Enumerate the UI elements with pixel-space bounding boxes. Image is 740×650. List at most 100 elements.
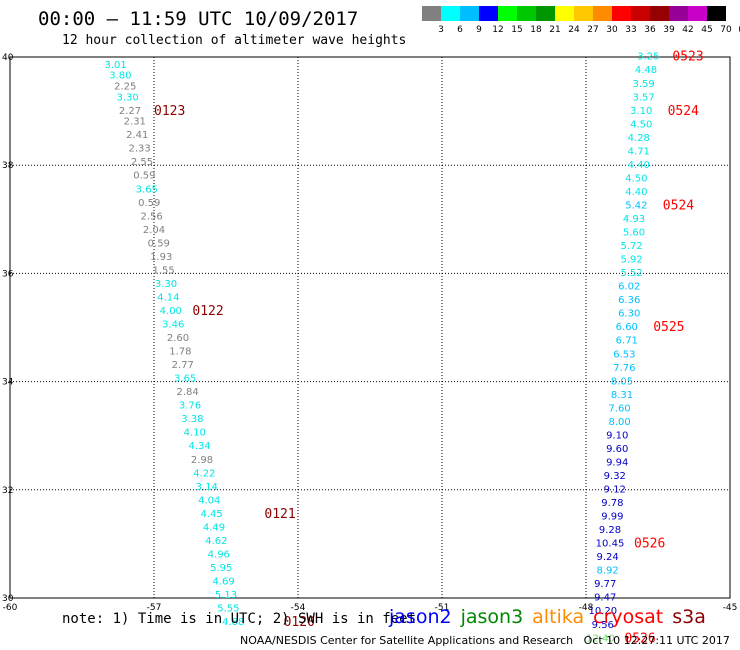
wave-height-label: 4.14 bbox=[157, 292, 179, 303]
x-tick-label: -60 bbox=[3, 603, 18, 613]
wave-height-label: 4.69 bbox=[212, 576, 234, 587]
pass-number-label: 0524 bbox=[668, 104, 699, 119]
wave-height-label: 9.12 bbox=[604, 485, 626, 496]
wave-height-label: 4.40 bbox=[625, 187, 647, 198]
wave-height-label: 4.34 bbox=[188, 441, 210, 452]
wave-height-label: 6.02 bbox=[618, 282, 640, 293]
wave-height-label: 3.30 bbox=[155, 279, 177, 290]
y-tick-label: 36 bbox=[2, 269, 14, 279]
scale-label: 6 bbox=[457, 25, 463, 35]
wave-height-label: 3.25 bbox=[637, 52, 659, 63]
scale-swatch bbox=[517, 6, 536, 21]
wave-height-label: 4.00 bbox=[160, 306, 182, 317]
wave-height-label: 8.31 bbox=[611, 390, 633, 401]
scale-label: 15 bbox=[511, 25, 523, 35]
y-tick-label: 38 bbox=[2, 161, 14, 171]
wave-height-label: 9.56 bbox=[592, 620, 614, 631]
y-tick-label: 40 bbox=[2, 53, 14, 63]
wave-height-label: 8.92 bbox=[596, 566, 618, 577]
wave-height-label: 3.38 bbox=[181, 414, 203, 425]
scale-label: 9 bbox=[476, 25, 482, 35]
x-tick-label: -57 bbox=[147, 603, 162, 613]
pass-number-label: 0523 bbox=[672, 50, 703, 65]
scale-label: 21 bbox=[549, 25, 561, 35]
wave-height-label: 1.93 bbox=[150, 252, 172, 263]
scale-swatch bbox=[479, 6, 498, 21]
scale-swatch bbox=[650, 6, 669, 21]
scale-swatch bbox=[536, 6, 555, 21]
y-tick-label: 34 bbox=[2, 378, 14, 388]
wave-height-label: 6.30 bbox=[618, 309, 640, 320]
scale-label: 70 bbox=[720, 25, 732, 35]
credit-line: NOAA/NESDIS Center for Satellite Applica… bbox=[240, 634, 730, 647]
wave-height-label: 2.84 bbox=[176, 387, 198, 398]
wave-height-label: 4.40 bbox=[628, 160, 650, 171]
wave-height-label: 4.04 bbox=[198, 495, 220, 506]
scale-label: 33 bbox=[625, 25, 637, 35]
wave-height-label: 6.53 bbox=[613, 349, 635, 360]
x-tick-label: -54 bbox=[291, 603, 306, 613]
pass-number-label: 0122 bbox=[192, 304, 223, 319]
wave-height-label: 9.47 bbox=[594, 593, 616, 604]
wave-height-label: 3.57 bbox=[632, 92, 654, 103]
wave-height-label: 3.30 bbox=[116, 92, 138, 103]
wave-height-label: 4.96 bbox=[208, 549, 230, 560]
wave-height-label: 0.59 bbox=[138, 198, 160, 209]
wave-height-label: 8.00 bbox=[608, 417, 630, 428]
wave-height-label: 2.33 bbox=[128, 144, 150, 155]
wave-height-label: 1.78 bbox=[169, 347, 191, 358]
wave-height-label: 2.60 bbox=[167, 333, 189, 344]
wave-height-label: 7.76 bbox=[613, 363, 635, 374]
pass-number-label: 0120 bbox=[284, 615, 315, 630]
x-tick-label: -48 bbox=[579, 603, 594, 613]
y-tick-label: 32 bbox=[2, 486, 13, 496]
scale-swatch bbox=[688, 6, 707, 21]
wave-height-label: 2.25 bbox=[114, 81, 136, 92]
wave-height-label: 5.42 bbox=[625, 200, 647, 211]
scale-label: 3 bbox=[438, 25, 444, 35]
wave-height-label: 0.59 bbox=[148, 238, 170, 249]
scale-swatch bbox=[441, 6, 460, 21]
pass-number-label: 0525 bbox=[653, 320, 684, 335]
scale-swatch bbox=[669, 6, 688, 21]
scale-label: 45 bbox=[701, 25, 713, 35]
pass-number-label: 0123 bbox=[154, 104, 185, 119]
wave-height-label: 9.10 bbox=[606, 430, 628, 441]
scale-swatch bbox=[593, 6, 612, 21]
wave-height-label: 5.55 bbox=[217, 604, 239, 615]
wave-height-label: 3.14 bbox=[196, 482, 218, 493]
wave-height-label: 2.04 bbox=[143, 225, 165, 236]
pass-number-label: 0524 bbox=[663, 198, 694, 213]
wave-height-label: 4.50 bbox=[630, 119, 652, 130]
wave-height-label: 6.71 bbox=[616, 336, 638, 347]
legend-item-altika: altika bbox=[532, 606, 585, 628]
pass-number-label: 0526 bbox=[624, 631, 655, 646]
wave-height-label: 4.45 bbox=[200, 509, 222, 520]
scale-swatch bbox=[422, 6, 441, 21]
wave-height-label: 6.60 bbox=[616, 322, 638, 333]
scale-swatch bbox=[707, 6, 726, 21]
wave-height-label: 5.60 bbox=[623, 228, 645, 239]
wave-height-label: 5.72 bbox=[620, 241, 642, 252]
scale-label: 12 bbox=[492, 25, 504, 35]
wave-height-label: 6.36 bbox=[618, 295, 640, 306]
wave-height-label: 2.55 bbox=[131, 157, 153, 168]
pass-number-label: 0121 bbox=[264, 507, 295, 522]
legend-item-jason2: jason2 bbox=[389, 606, 452, 628]
footer-note: note: 1) Time is in UTC; 2) SWH is in fe… bbox=[62, 611, 417, 627]
scale-swatch bbox=[498, 6, 517, 21]
wave-height-label: 12.40 bbox=[586, 633, 615, 644]
wave-height-label: 3.80 bbox=[109, 71, 131, 82]
wave-height-label: 4.28 bbox=[628, 133, 650, 144]
wave-height-label: 2.31 bbox=[124, 117, 146, 128]
scale-label: 39 bbox=[663, 25, 675, 35]
wave-height-label: 9.24 bbox=[596, 552, 618, 563]
wave-height-label: 3.76 bbox=[179, 401, 201, 412]
wave-height-label: 2.27 bbox=[119, 106, 141, 117]
wave-height-label: 4.50 bbox=[625, 173, 647, 184]
scale-swatch bbox=[612, 6, 631, 21]
scale-swatch bbox=[574, 6, 593, 21]
wave-height-label: 1.55 bbox=[152, 265, 174, 276]
map-title: 00:00 – 11:59 UTC 10/09/2017 bbox=[38, 8, 359, 30]
wave-height-label: 4.22 bbox=[193, 468, 215, 479]
